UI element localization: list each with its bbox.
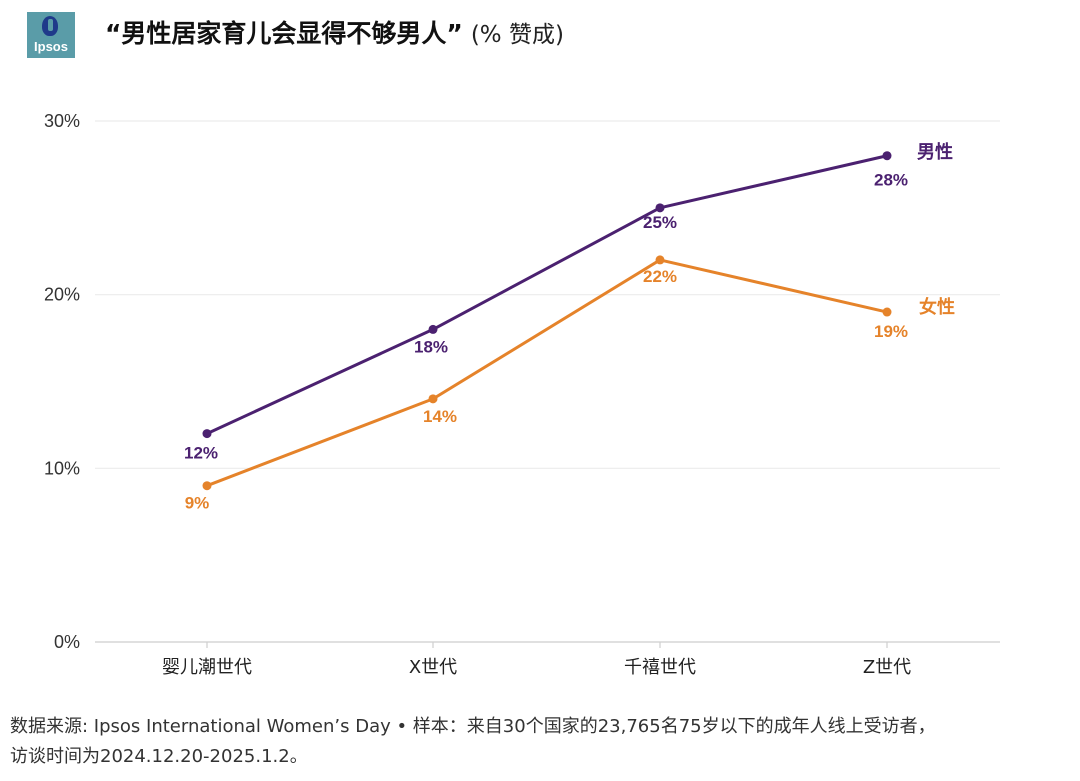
data-label: 22% (643, 267, 677, 286)
data-point (428, 394, 438, 404)
data-label: 25% (643, 213, 677, 232)
series-line-male (205, 154, 889, 436)
chart-title-unit: (% 赞成) (470, 22, 564, 48)
data-point (655, 203, 665, 213)
data-point (202, 429, 212, 439)
data-label: 28% (874, 171, 908, 190)
y-tick-label: 30% (44, 111, 80, 131)
footnote-line-1: 数据来源: Ipsos International Women’s Day • … (10, 716, 936, 737)
footnote: 数据来源: Ipsos International Women’s Day • … (10, 712, 1070, 772)
data-label: 18% (414, 337, 448, 356)
x-tick-label: 千禧世代 (624, 657, 696, 678)
data-point (202, 481, 212, 491)
line-chart: 0% 10% 20% 30% 婴儿潮世代 X世代 千禧世代 Z世代 12% 18% 25% 28% 男性… (44, 111, 1000, 678)
y-tick-label: 10% (44, 458, 80, 478)
data-label: 19% (874, 322, 908, 341)
series-label-male: 男性 (917, 141, 953, 163)
x-tick-label: Z世代 (863, 657, 911, 678)
data-point (428, 324, 438, 334)
x-tick-label: X世代 (409, 657, 457, 678)
data-point (882, 307, 892, 317)
logo-mark-icon (42, 16, 58, 36)
footnote-line-2: 访谈时间为2024.12.20-2025.1.2。 (10, 746, 308, 767)
data-label: 12% (184, 444, 218, 463)
x-tick-label: 婴儿潮世代 (162, 657, 252, 678)
chart-title-main: “男性居家育儿会显得不够男人” (105, 19, 463, 48)
y-tick-label: 20% (44, 285, 80, 305)
chart-title: “男性居家育儿会显得不够男人” (% 赞成) (105, 14, 564, 50)
data-label: 9% (185, 494, 210, 513)
series-line-female (205, 258, 889, 488)
logo-text: Ipsos (34, 39, 68, 54)
data-point (882, 151, 892, 161)
y-tick-label: 0% (54, 632, 80, 652)
ipsos-logo: Ipsos (27, 12, 75, 58)
data-label: 14% (423, 407, 457, 426)
data-point (655, 255, 665, 265)
series-label-female: 女性 (919, 296, 955, 318)
